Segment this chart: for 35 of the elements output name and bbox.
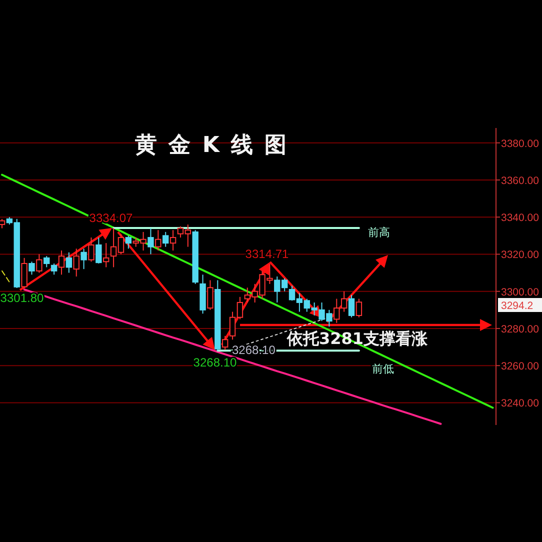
y-tick-label: 3380.00 (501, 138, 540, 150)
candlestick (148, 228, 154, 255)
candlestick (170, 230, 176, 252)
y-tick-label: 3260.00 (501, 360, 540, 373)
candlestick (66, 252, 72, 274)
candlestick (80, 248, 87, 270)
candlestick (28, 261, 35, 276)
y-tick-label: 3360.00 (501, 174, 540, 187)
candlestick (21, 257, 28, 289)
candlestick (155, 230, 162, 252)
chart-title: 黄 金 K 线 图 (134, 133, 289, 158)
candlestick (348, 294, 355, 318)
candlestick (50, 263, 58, 276)
y-tick-label: 3280.00 (501, 323, 540, 336)
candlestick (88, 237, 94, 262)
candlestick (103, 242, 110, 268)
y-tick-label: 3240.00 (501, 398, 540, 410)
candlestick (58, 250, 65, 276)
annotation: 前高 (368, 226, 390, 239)
candlestick (0, 218, 6, 229)
text: 3294.2 (501, 300, 534, 312)
candlestick (125, 235, 132, 250)
annotation: 3301.80 (0, 291, 44, 306)
annotation: 前低 (372, 362, 394, 376)
y-tick-label: 3340.00 (501, 212, 540, 224)
candlestick (207, 280, 214, 310)
candlestick (44, 256, 50, 268)
candlestick (36, 254, 42, 274)
y-tick-label: 3320.00 (501, 249, 540, 262)
candlestick (162, 231, 169, 248)
candlestick (222, 335, 228, 350)
y-tick-label: 3300.00 (501, 286, 540, 298)
candlestick (73, 248, 80, 277)
candlestick (96, 237, 102, 264)
candlestick (356, 298, 362, 318)
